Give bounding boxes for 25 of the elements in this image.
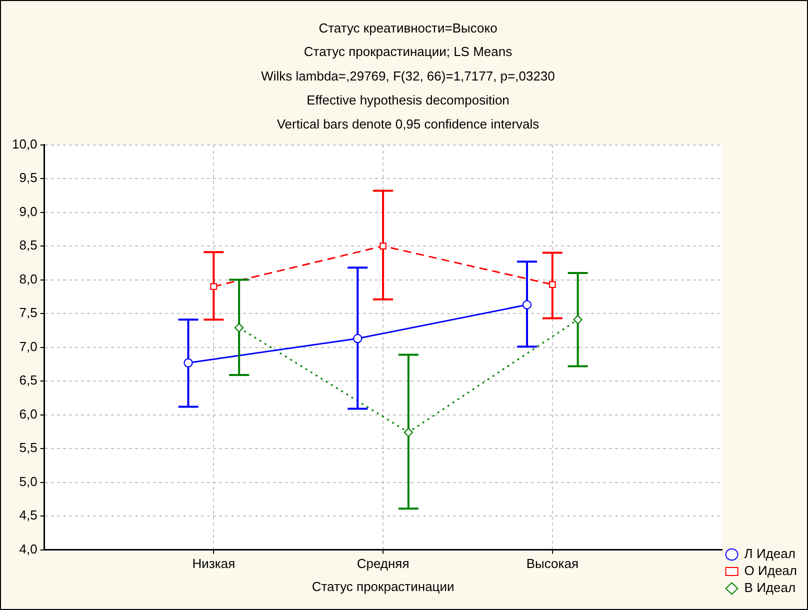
y-tick-label: 9,5 bbox=[19, 170, 38, 186]
y-tick-label: 7,0 bbox=[19, 338, 38, 354]
legend-label: О Идеал bbox=[744, 563, 798, 578]
x-tick-label: Высокая bbox=[526, 556, 578, 572]
y-tick-label: 5,0 bbox=[19, 474, 38, 489]
text: Vertical bars denote 0,95 confidence intervals bbox=[276, 116, 540, 132]
y-tick-label: 6,0 bbox=[19, 406, 38, 422]
y-tick-label: 8,5 bbox=[19, 238, 38, 253]
y-tick-label: 9,0 bbox=[19, 204, 38, 219]
y-tick-label: 4,5 bbox=[19, 508, 38, 523]
text: Wilks lambda=,29769, F(32, 66)=1,7177, p=,03230 bbox=[261, 68, 555, 84]
x-axis-title: Статус прокрастинации bbox=[312, 578, 454, 594]
y-tick-label: 7,5 bbox=[19, 305, 38, 320]
y-tick-label: 6,5 bbox=[19, 372, 38, 388]
chart-title: Статус креативности=Высоко bbox=[318, 20, 498, 36]
text: Effective hypothesis decomposition bbox=[306, 92, 510, 108]
x-tick-label: Средняя bbox=[356, 556, 410, 572]
legend-label: Л Идеал bbox=[744, 546, 796, 562]
y-tick-label: 5,5 bbox=[19, 440, 38, 456]
y-tick-label: 10,0 bbox=[12, 136, 38, 152]
legend-label: В Идеал bbox=[744, 580, 796, 596]
x-tick-label: Низкая bbox=[192, 556, 236, 572]
y-tick-label: 4,0 bbox=[19, 541, 38, 556]
chart-subtitle: Статус прокрастинации; LS Means bbox=[304, 44, 513, 60]
y-tick-label: 8,0 bbox=[19, 271, 38, 286]
